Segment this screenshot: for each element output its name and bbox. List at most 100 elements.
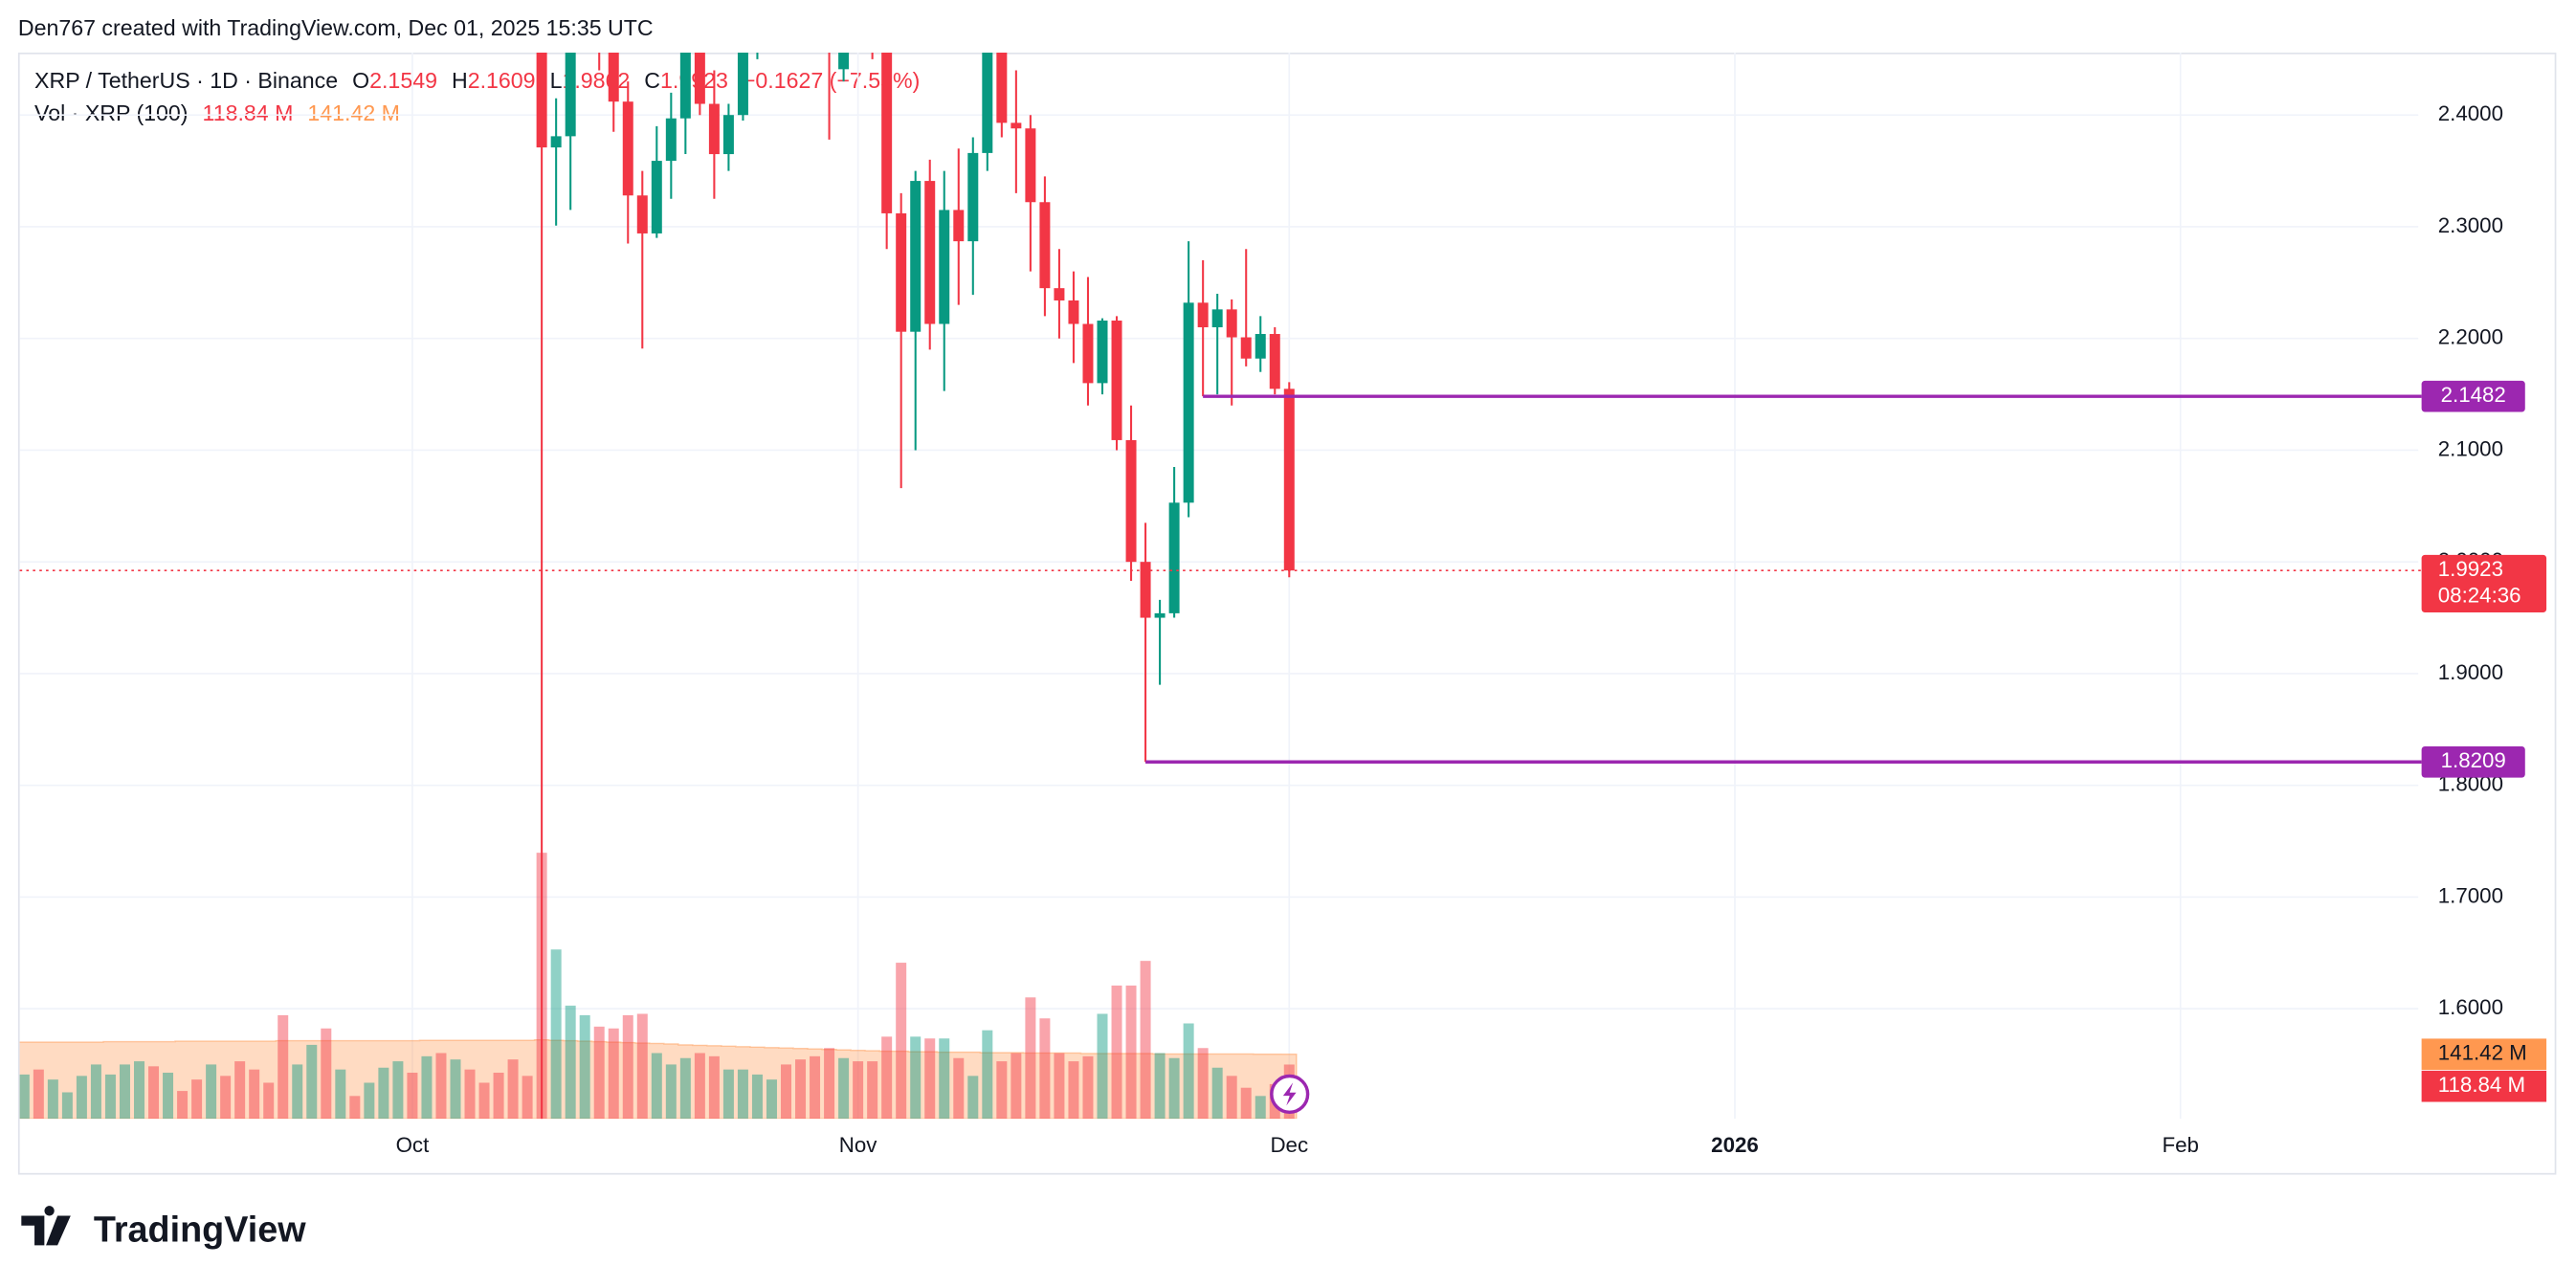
volume-bar — [708, 1055, 720, 1120]
chart-frame — [17, 52, 2557, 1175]
volume-bar — [191, 1079, 203, 1120]
volume-bar — [206, 1064, 217, 1120]
volume-bar — [421, 1055, 433, 1120]
volume-bar — [450, 1059, 461, 1120]
volume-bar — [378, 1067, 389, 1120]
candle-body — [1183, 302, 1194, 503]
volume-bar — [478, 1082, 490, 1120]
volume-bar — [924, 1038, 936, 1120]
y-tick-label: 2.4000 — [2438, 101, 2503, 125]
volume-bar — [1068, 1061, 1079, 1120]
volume-bar — [364, 1082, 375, 1120]
candle-body — [1283, 389, 1295, 571]
volume-bar — [679, 1057, 691, 1120]
volume-bar — [1255, 1096, 1266, 1120]
volume-bar — [321, 1028, 332, 1120]
volume-bar — [104, 1074, 116, 1120]
volume-bar — [263, 1082, 275, 1120]
candle-body — [622, 101, 633, 196]
candle-body — [580, 0, 590, 14]
volume-bar — [76, 1076, 87, 1120]
volume-bar — [134, 1061, 144, 1120]
candle-body — [1269, 334, 1280, 389]
legend-open: 2.1549 — [369, 68, 437, 93]
volume-bar — [781, 1064, 792, 1120]
x-tick-label: Nov — [839, 1133, 878, 1157]
legend-price: XRP / TetherUS · 1D · Binance O2.1549 H2… — [34, 68, 920, 93]
volume-bar — [1183, 1023, 1194, 1120]
volume-bar — [838, 1057, 850, 1120]
candle-body — [1211, 309, 1223, 328]
brand-icon — [21, 1206, 71, 1246]
volume-bar — [982, 1030, 993, 1120]
flash-icon-bolt — [1282, 1082, 1297, 1106]
volume-badge — [2421, 1070, 2547, 1102]
volume-bar — [234, 1061, 246, 1120]
volume-bar — [349, 1096, 361, 1120]
candle-body — [1010, 122, 1022, 129]
level-badge — [2421, 380, 2525, 412]
legend-h: H — [452, 68, 468, 93]
volume-bar — [335, 1069, 346, 1120]
candle-body — [1240, 337, 1252, 359]
volume-bar — [910, 1036, 922, 1120]
candle-body — [651, 161, 662, 233]
volume-bar — [392, 1061, 404, 1120]
candle-body — [565, 52, 576, 137]
volume-bar — [967, 1076, 979, 1120]
volume-bar — [119, 1064, 130, 1120]
volume-bar — [148, 1066, 160, 1120]
y-tick-label: 2.1000 — [2438, 436, 2503, 460]
x-tick-label: Dec — [1270, 1133, 1308, 1157]
legend-symbol: XRP / TetherUS · 1D · Binance — [34, 68, 338, 93]
candle-body — [838, 52, 850, 70]
legend-volume-value: 118.84 M — [203, 100, 294, 125]
volume-bar — [278, 1014, 289, 1120]
candle-body — [1039, 202, 1051, 289]
volume-bar — [722, 1069, 734, 1120]
candle-body — [881, 52, 893, 213]
volume-bar — [1039, 1018, 1051, 1120]
candle-body — [910, 181, 922, 332]
legend-close: 1.9923 — [660, 68, 728, 93]
last-price-label: 1.9923 — [2438, 557, 2503, 581]
volume-bar — [1025, 997, 1036, 1120]
candles — [536, 0, 1295, 1120]
x-tick-label: 2026 — [1711, 1133, 1759, 1157]
volume-bar — [694, 1053, 705, 1120]
volume-bar — [61, 1092, 73, 1120]
volume-bar — [292, 1064, 303, 1120]
candle-body — [1054, 288, 1065, 300]
candle-body — [1226, 309, 1237, 338]
volume-bar — [1168, 1057, 1180, 1120]
volume-bar — [1240, 1087, 1252, 1120]
candle-body — [1140, 562, 1151, 618]
candle-body — [967, 152, 979, 242]
volume-bar — [407, 1072, 418, 1120]
candle-body — [982, 52, 993, 153]
candle-body — [924, 181, 936, 324]
volume-bar — [766, 1079, 777, 1120]
candle-body — [824, 3, 834, 36]
volume-bar — [824, 1048, 835, 1120]
legend-high: 2.1609 — [468, 68, 536, 93]
candle-body — [853, 0, 863, 14]
volume-bar — [1154, 1053, 1166, 1120]
legend-c: C — [644, 68, 660, 93]
x-tick-label: Oct — [396, 1133, 430, 1157]
volume-bar — [896, 963, 907, 1120]
volume-bar — [220, 1076, 232, 1120]
volume-bar — [522, 1076, 533, 1120]
candle-body — [679, 52, 691, 119]
volume-bar — [565, 1005, 576, 1120]
volume-bar — [507, 1059, 519, 1120]
candle-body — [536, 52, 547, 148]
legend-volume-title: Vol · XRP (100) — [34, 100, 188, 125]
volume-bar — [622, 1014, 633, 1120]
candle-body — [1068, 300, 1079, 324]
candle-body — [896, 212, 907, 332]
attribution: Den767 created with TradingView.com, Dec… — [18, 15, 654, 40]
volume-ma-axis-label: 141.42 M — [2438, 1041, 2527, 1065]
volume-bar — [1211, 1067, 1223, 1120]
